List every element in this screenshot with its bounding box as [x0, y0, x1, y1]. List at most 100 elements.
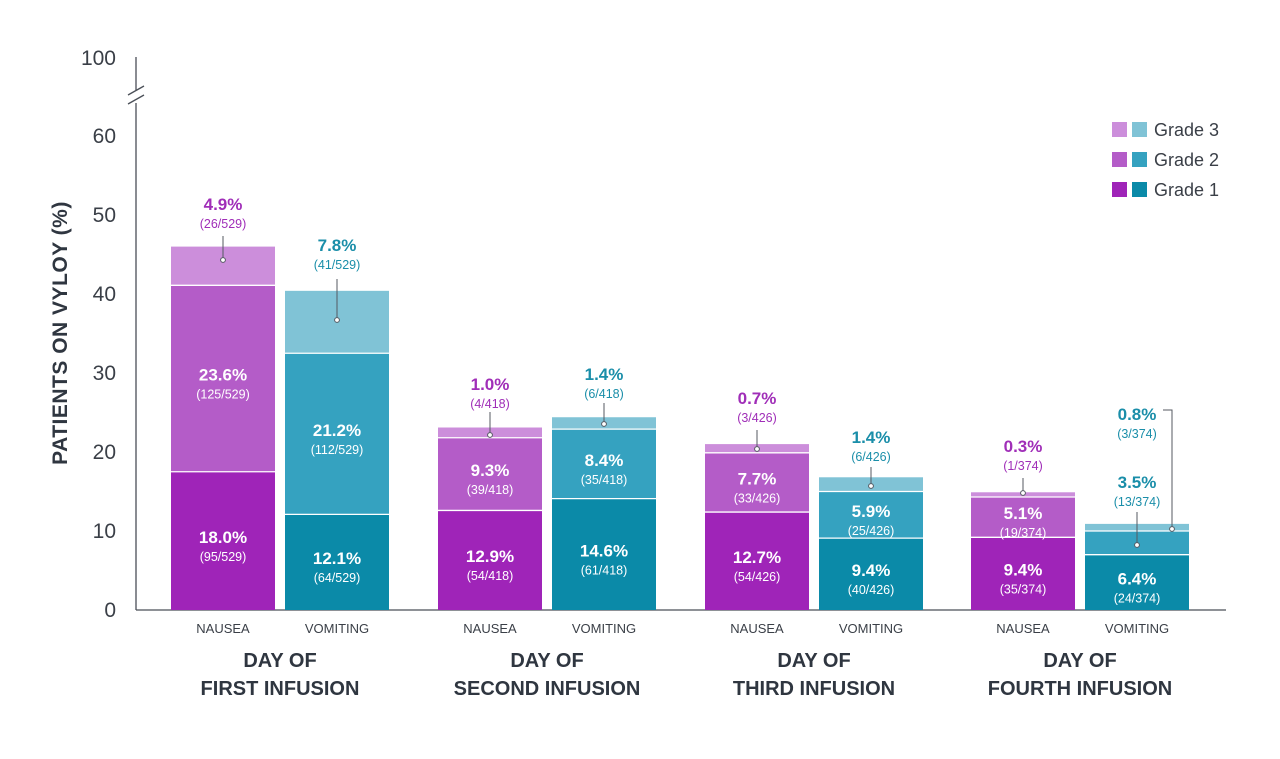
count-label: (4/418) — [470, 397, 510, 411]
value-label: 21.2% — [313, 421, 361, 440]
bar-segment-nausea-grade-2 — [971, 497, 1075, 538]
count-label: (35/418) — [581, 473, 628, 487]
y-tick-label: 100 — [81, 47, 116, 70]
count-label: (33/426) — [734, 491, 781, 505]
bar-segment-vomiting-grade-2 — [285, 353, 389, 515]
count-label: (112/529) — [311, 443, 364, 457]
count-label: (19/374) — [1000, 526, 1047, 540]
callout-dot — [334, 317, 340, 323]
axis-break-mark — [127, 94, 145, 105]
callout-dot — [220, 257, 226, 263]
value-label: 7.8% — [318, 236, 357, 255]
bar-segment-nausea-grade-1 — [971, 537, 1075, 610]
bar-segment-nausea-grade-1 — [171, 471, 275, 610]
axes: 0 10 20 30 40 50 60 100 PATIENTS ON VYLOY (%) — [49, 47, 1226, 622]
legend-swatch-vomiting — [1132, 122, 1147, 137]
count-label: (41/529) — [314, 258, 361, 272]
bar-category-label: NAUSEA — [730, 621, 784, 636]
group-label-line2: FIRST INFUSION — [201, 678, 360, 700]
value-label: 9.4% — [852, 561, 891, 580]
count-label: (125/529) — [196, 388, 250, 402]
count-label: (24/374) — [1114, 591, 1161, 605]
value-label: 1.4% — [852, 428, 891, 447]
value-label: 7.7% — [738, 469, 777, 488]
bar-category-label: VOMITING — [305, 621, 369, 636]
bar-segment-nausea-grade-1 — [438, 510, 542, 610]
legend-label: Grade 1 — [1154, 180, 1219, 200]
count-label: (3/426) — [737, 411, 777, 425]
bar-category-label: VOMITING — [839, 621, 903, 636]
bar-segment-vomiting-grade-2 — [819, 491, 923, 539]
bar-segment-vomiting-grade-2 — [552, 429, 656, 499]
group-label-line2: THIRD INFUSION — [733, 678, 895, 700]
bar-category-label: VOMITING — [1105, 621, 1169, 636]
y-tick-label: 10 — [93, 520, 116, 543]
count-label: (1/374) — [1003, 459, 1043, 473]
legend-label: Grade 2 — [1154, 150, 1219, 170]
count-label: (54/418) — [467, 569, 514, 583]
count-label: (6/426) — [851, 450, 891, 464]
y-tick-label: 50 — [93, 204, 116, 227]
bar-segment-nausea-grade-2 — [171, 285, 275, 472]
y-tick-label: 30 — [93, 362, 116, 385]
bar-category-label: NAUSEA — [196, 621, 250, 636]
bar-segment-nausea-grade-2 — [705, 452, 809, 513]
value-label: 18.0% — [199, 528, 247, 547]
group-label-line1: DAY OF — [243, 650, 316, 672]
bar-category-label: VOMITING — [572, 621, 636, 636]
bar-segment-vomiting-grade-1 — [819, 538, 923, 610]
bar-segment-vomiting-grade-1 — [1085, 554, 1189, 610]
legend-swatch-vomiting — [1132, 152, 1147, 167]
value-label: 0.8% — [1118, 405, 1157, 424]
bar-category-label: NAUSEA — [463, 621, 517, 636]
value-label: 23.6% — [199, 366, 247, 385]
group-label-line1: DAY OF — [1043, 650, 1116, 672]
y-tick-label: 60 — [93, 125, 116, 148]
count-label: (25/426) — [848, 524, 895, 538]
count-label: (26/529) — [200, 217, 247, 231]
value-label: 8.4% — [585, 451, 624, 470]
value-label: 5.1% — [1004, 504, 1043, 523]
axis-break-mark — [127, 85, 145, 96]
callout-line — [1163, 409, 1173, 529]
y-tick-label: 20 — [93, 441, 116, 464]
value-label: 14.6% — [580, 541, 628, 560]
callout-dot — [487, 432, 493, 438]
bar-segment-nausea-grade-2 — [438, 437, 542, 511]
bar-segment-nausea-grade-1 — [705, 512, 809, 610]
value-label: 12.7% — [733, 548, 781, 567]
value-label: 0.7% — [738, 389, 777, 408]
legend-swatch-vomiting — [1132, 182, 1147, 197]
callout-dot — [868, 483, 874, 489]
value-label: 4.9% — [204, 195, 243, 214]
legend-label: Grade 3 — [1154, 120, 1219, 140]
y-tick-label: 40 — [93, 283, 116, 306]
count-label: (64/529) — [314, 571, 361, 585]
legend-swatch-nausea — [1112, 152, 1127, 167]
callout-dot — [754, 446, 760, 452]
bar-category-label: NAUSEA — [996, 621, 1050, 636]
data-labels: NAUSEA VOMITING DAY OF FIRST INFUSION NAUSEA… — [196, 195, 1175, 700]
count-label: (40/426) — [848, 583, 895, 597]
value-label: 5.9% — [852, 502, 891, 521]
value-label: 12.9% — [466, 547, 514, 566]
callout-dot — [1134, 542, 1140, 548]
y-tick-label: 0 — [104, 599, 116, 622]
value-label: 1.0% — [471, 375, 510, 394]
count-label: (39/418) — [467, 483, 514, 497]
bar-segment-vomiting-grade-1 — [552, 498, 656, 610]
legend: Grade 3 Grade 2 Grade 1 — [1112, 120, 1219, 200]
value-label: 0.3% — [1004, 437, 1043, 456]
count-label: (95/529) — [200, 550, 247, 564]
count-label: (3/374) — [1117, 427, 1157, 441]
count-label: (54/426) — [734, 570, 781, 584]
value-label: 9.4% — [1004, 561, 1043, 580]
callout-dot — [601, 421, 607, 427]
group-label-line1: DAY OF — [777, 650, 850, 672]
group-label-line2: FOURTH INFUSION — [988, 678, 1172, 700]
count-label: (35/374) — [1000, 583, 1047, 597]
group-label-line2: SECOND INFUSION — [454, 678, 641, 700]
count-label: (13/374) — [1114, 495, 1161, 509]
legend-swatch-nausea — [1112, 122, 1127, 137]
